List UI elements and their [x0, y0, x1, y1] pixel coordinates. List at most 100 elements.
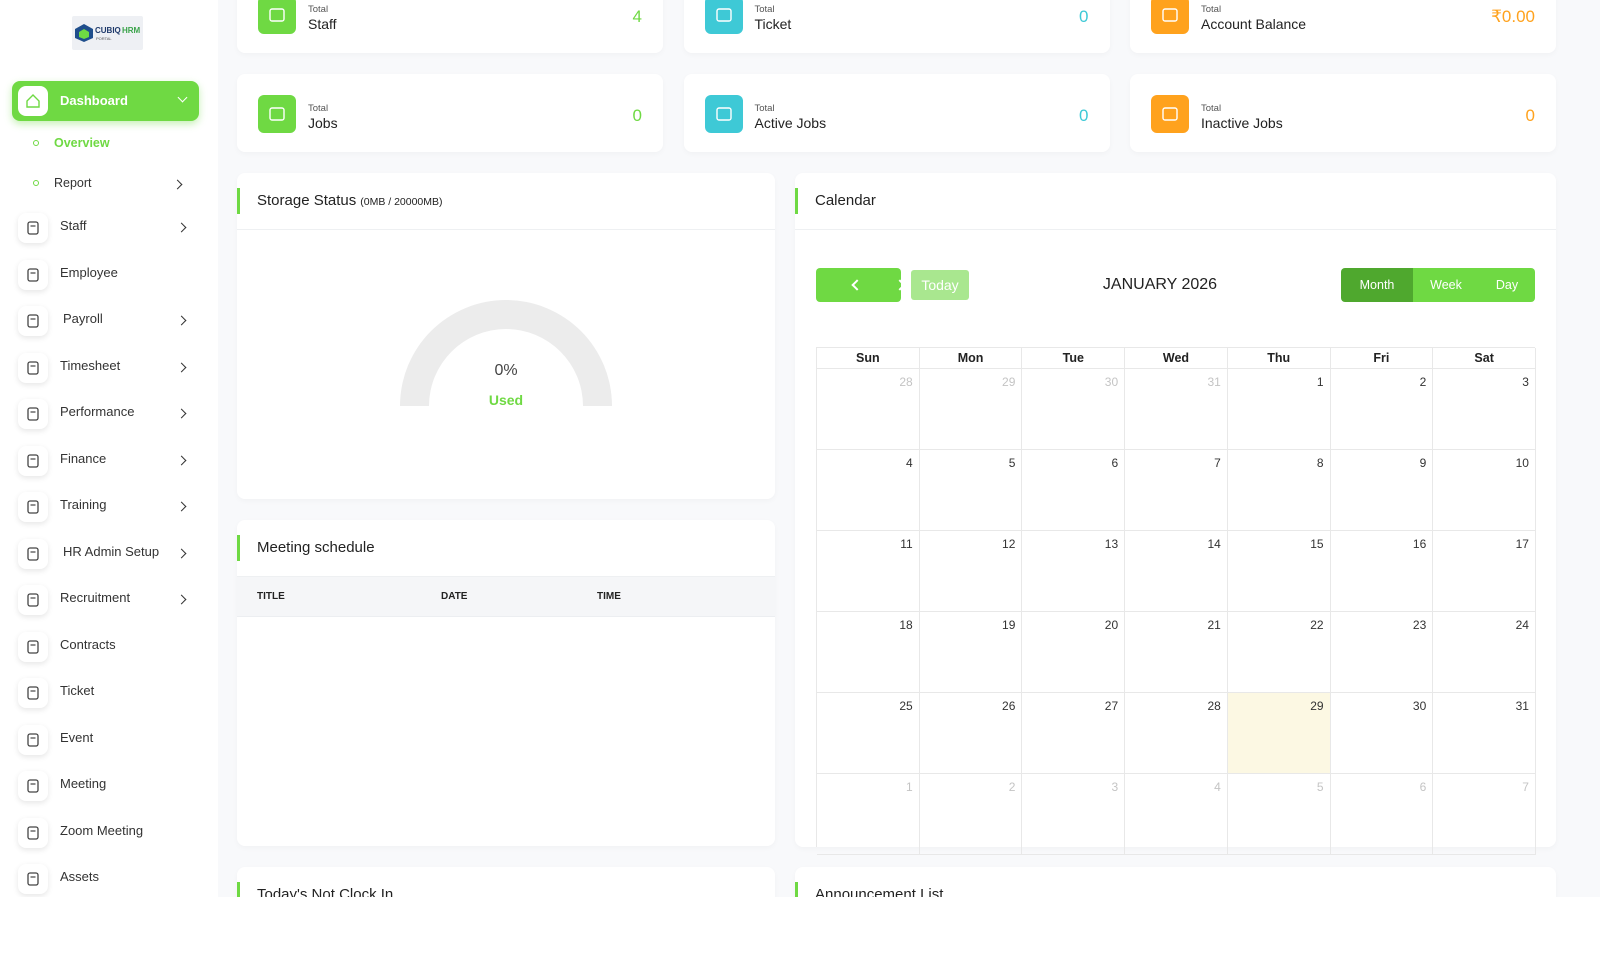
sub-nav-item[interactable]: Report	[54, 176, 92, 190]
day-cell[interactable]: 28	[1125, 693, 1228, 774]
nav-item[interactable]: Event	[60, 729, 94, 745]
nav-arrow[interactable]	[894, 279, 906, 291]
day-cell[interactable]: 6	[1022, 450, 1126, 531]
day-cell[interactable]: 2	[1330, 369, 1434, 450]
nav-item[interactable]: Employee	[60, 264, 118, 280]
nav-item[interactable]: Payroll	[63, 311, 103, 326]
app: CUBIQ HRM PORTAL Dashboard Overview Report…	[12, 0, 1556, 897]
day-cell[interactable]: 22	[1227, 612, 1331, 693]
icon-glyph	[27, 779, 39, 793]
chevron	[177, 92, 188, 103]
day-cell[interactable]: 30	[1330, 693, 1434, 774]
nav-item[interactable]: HR Admin Setup	[63, 543, 160, 559]
day-cell[interactable]: 20	[1022, 612, 1126, 693]
stat-icon	[704, 95, 743, 133]
stat-label: Jobs	[308, 115, 338, 131]
panel-accent	[237, 882, 240, 897]
day-cell[interactable]: 11	[817, 531, 920, 612]
day-cell[interactable]: 27	[1022, 693, 1126, 774]
nav-item[interactable]: Finance	[60, 450, 107, 466]
nav-icon	[18, 678, 48, 708]
icon-glyph	[27, 686, 39, 700]
column-header: TIME	[597, 591, 621, 602]
nav-item[interactable]: Meeting	[60, 776, 107, 791]
day-cell[interactable]: 1	[1227, 369, 1331, 450]
day-cell[interactable]: 7	[1125, 450, 1228, 531]
chevron	[176, 548, 187, 558]
day-cell[interactable]: 10	[1433, 450, 1536, 531]
icon-glyph	[27, 407, 39, 421]
day-cell[interactable]: 19	[919, 612, 1023, 693]
view-button[interactable]: Day	[1479, 268, 1535, 302]
icon-glyph	[27, 360, 39, 375]
day-cell[interactable]: 28	[817, 369, 920, 450]
nav-icon	[18, 86, 48, 116]
day-cell[interactable]: 17	[1433, 531, 1536, 612]
nav-item[interactable]: Timesheet	[60, 357, 121, 373]
day-cell[interactable]: 14	[1125, 531, 1228, 612]
nav-icon	[18, 399, 48, 429]
stat-icon	[1151, 95, 1189, 133]
nav-item[interactable]: Contracts	[60, 636, 116, 652]
day-cell[interactable]: 16	[1330, 531, 1434, 612]
day-cell[interactable]: 4	[817, 450, 920, 531]
view-button[interactable]: Month	[1341, 268, 1413, 302]
icon-glyph	[27, 825, 39, 840]
day-cell[interactable]: 5	[919, 450, 1023, 531]
day-cell[interactable]: 30	[1022, 369, 1126, 450]
day-cell[interactable]: 31	[1125, 369, 1228, 450]
day-cell[interactable]: 5	[1227, 774, 1331, 855]
day-cell[interactable]: 12	[919, 531, 1023, 612]
day-cell[interactable]: 4	[1125, 774, 1228, 855]
day-cell[interactable]: 25	[817, 693, 920, 774]
day-cell[interactable]: 31	[1433, 693, 1536, 774]
icon-glyph	[269, 8, 285, 22]
stat-caption: Total	[1201, 103, 1222, 114]
day-cell[interactable]: 7	[1433, 774, 1536, 855]
day-cell[interactable]: 26	[919, 693, 1023, 774]
day-cell[interactable]: 3	[1433, 369, 1536, 450]
gauge-caption: Used	[488, 392, 524, 408]
day-cell[interactable]: 24	[1433, 612, 1536, 693]
day-cell[interactable]: 29	[1227, 693, 1331, 774]
chevron	[176, 501, 187, 512]
nav-active[interactable]: Dashboard	[12, 81, 199, 121]
panel-title: Meeting schedule	[257, 539, 375, 556]
day-cell[interactable]: 29	[919, 369, 1023, 450]
day-cell[interactable]: 15	[1227, 531, 1331, 612]
panel-header: Storage Status (0MB / 20000MB)	[237, 173, 775, 230]
day-cell[interactable]: 1	[817, 774, 920, 855]
nav-icon	[18, 771, 48, 801]
bottom-panel: Today's Not Clock In	[237, 867, 775, 897]
day-cell[interactable]: 21	[1125, 612, 1228, 693]
today-button[interactable]: Today	[911, 270, 969, 300]
nav-icon	[18, 631, 48, 662]
day-cell[interactable]: 2	[919, 774, 1023, 855]
nav-item[interactable]: Assets	[60, 869, 100, 884]
stat-caption: Total	[308, 103, 329, 114]
nav-item[interactable]: Ticket	[60, 683, 95, 698]
nav-item[interactable]: Staff	[60, 218, 87, 233]
logo: CUBIQ HRM PORTAL	[72, 16, 143, 50]
day-cell[interactable]: 6	[1330, 774, 1434, 855]
day-cell[interactable]: 23	[1330, 612, 1434, 693]
view-button[interactable]: Week	[1413, 268, 1479, 302]
stat-label: Inactive Jobs	[1201, 115, 1283, 131]
day-cell[interactable]: 8	[1227, 450, 1331, 531]
sub-nav-item[interactable]: Overview	[54, 136, 110, 150]
day-cell[interactable]: 9	[1330, 450, 1434, 531]
stat-icon	[258, 95, 296, 133]
day-cell[interactable]: 3	[1022, 774, 1126, 855]
icon-glyph	[1162, 107, 1178, 121]
nav-arrow[interactable]	[851, 279, 863, 291]
day-cell[interactable]: 13	[1022, 531, 1126, 612]
nav-item[interactable]: Zoom Meeting	[60, 822, 144, 838]
icon-glyph	[27, 639, 39, 654]
day-cell[interactable]: 18	[817, 612, 920, 693]
nav-item[interactable]: Performance	[60, 404, 135, 419]
icon-glyph	[1162, 8, 1178, 22]
nav-item[interactable]: Recruitment	[60, 590, 131, 605]
nav-item[interactable]: Training	[60, 497, 107, 512]
chevron	[176, 594, 187, 605]
stat-value: ₹0.00	[1491, 7, 1535, 26]
